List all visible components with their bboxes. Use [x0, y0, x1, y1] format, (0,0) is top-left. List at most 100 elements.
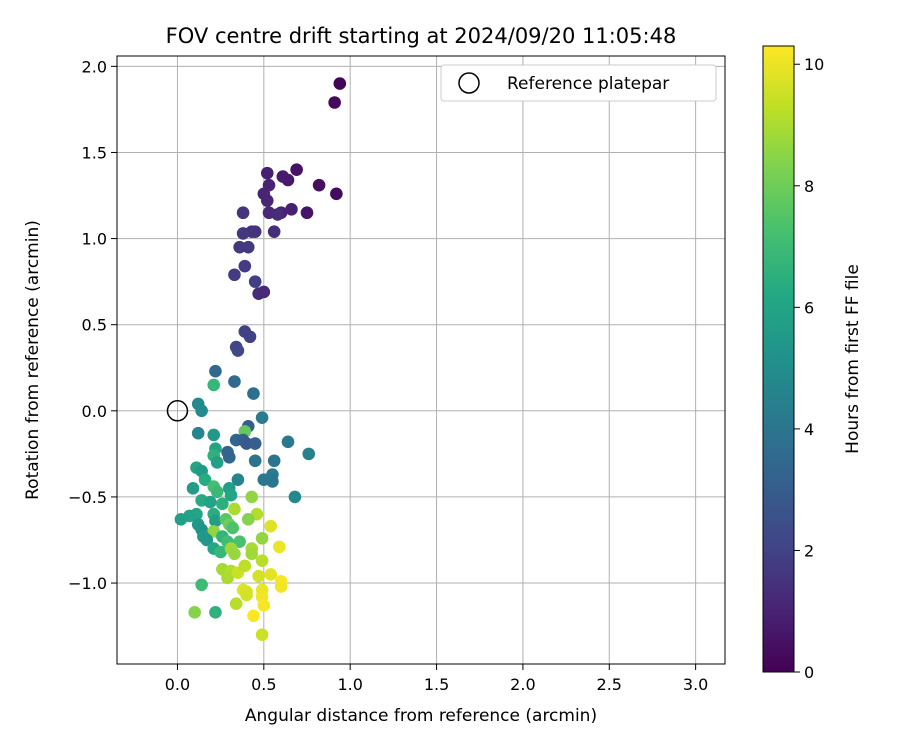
data-point — [214, 545, 227, 559]
data-point — [247, 387, 260, 400]
x-tick-label: 0.0 — [165, 675, 190, 694]
data-point — [274, 580, 288, 593]
data-point — [330, 187, 343, 201]
data-point — [236, 206, 250, 220]
data-point — [300, 206, 314, 220]
data-point — [198, 473, 212, 487]
data-point — [257, 599, 271, 612]
data-point — [203, 495, 217, 509]
data-points — [174, 77, 347, 642]
data-point — [229, 597, 243, 611]
data-point — [224, 488, 238, 502]
data-point — [252, 569, 265, 583]
chart-title: FOV centre drift starting at 2024/09/20 … — [166, 24, 677, 48]
colorbar-tick-label: 6 — [804, 298, 814, 317]
data-point — [228, 268, 241, 282]
x-tick-label: 1.5 — [424, 675, 449, 694]
data-point — [241, 513, 255, 526]
y-tick-label: 2.0 — [82, 57, 107, 76]
data-point — [260, 166, 274, 180]
data-point — [257, 285, 271, 299]
data-point — [243, 330, 257, 344]
data-point — [267, 454, 281, 468]
colorbar-tick-label: 10 — [804, 55, 824, 74]
x-axis-label: Angular distance from reference (arcmin) — [245, 706, 597, 726]
plot-frame — [116, 55, 726, 665]
data-point — [302, 447, 316, 461]
data-point — [247, 609, 260, 623]
data-point — [200, 533, 214, 547]
data-point — [174, 513, 188, 526]
x-axis-ticks: 0.0 0.5 1.0 1.5 2.0 2.5 3.0 — [165, 664, 708, 694]
data-point — [240, 588, 253, 602]
grid-lines — [117, 56, 725, 664]
colorbar-label: Hours from first FF file — [843, 264, 863, 454]
data-point — [290, 163, 303, 176]
data-point — [271, 208, 284, 221]
data-point — [276, 170, 290, 183]
data-point — [238, 259, 252, 273]
data-point — [195, 404, 208, 418]
x-tick-label: 2.5 — [597, 675, 622, 694]
data-point — [233, 240, 246, 254]
y-tick-label: −0.5 — [68, 488, 107, 507]
colorbar-tick-label: 8 — [804, 177, 814, 196]
y-axis-ticks: −1.0 −0.5 0.0 0.5 1.0 1.5 2.0 — [68, 57, 117, 593]
data-point — [255, 531, 269, 545]
data-point — [207, 428, 221, 442]
data-point — [255, 411, 269, 424]
data-point — [312, 178, 326, 192]
data-point — [222, 451, 236, 464]
data-point — [267, 225, 281, 238]
legend: Reference platepar — [440, 64, 717, 102]
data-point — [216, 497, 229, 511]
y-axis-label: Rotation from reference (arcmin) — [23, 220, 43, 500]
legend-label: Reference platepar — [507, 74, 669, 94]
colorbar-tick-label: 0 — [804, 663, 814, 682]
data-point — [231, 473, 245, 487]
data-point — [264, 568, 278, 581]
x-tick-label: 2.0 — [510, 675, 535, 694]
data-point — [228, 502, 241, 516]
data-point — [285, 202, 298, 216]
y-tick-label: 1.5 — [82, 143, 107, 162]
data-point — [266, 475, 279, 488]
y-tick-label: −1.0 — [68, 574, 107, 593]
colorbar — [762, 45, 795, 673]
data-point — [236, 227, 250, 240]
data-point — [240, 437, 253, 450]
data-point — [245, 547, 259, 561]
data-point — [186, 482, 200, 495]
data-point — [248, 437, 262, 450]
data-point — [264, 519, 278, 533]
data-point — [221, 571, 234, 585]
data-point — [210, 456, 224, 469]
data-point — [209, 514, 222, 528]
legend-marker-circle-icon — [458, 72, 480, 94]
colorbar-tick-label: 4 — [804, 420, 814, 439]
y-tick-label: 1.0 — [82, 230, 107, 249]
reference-point — [166, 400, 189, 422]
data-point — [245, 490, 259, 504]
x-tick-label: 0.5 — [251, 675, 276, 694]
y-tick-label: 0.5 — [82, 316, 107, 335]
data-point — [210, 485, 224, 499]
data-point — [238, 559, 252, 573]
data-point — [228, 375, 241, 388]
data-point — [248, 454, 262, 468]
data-point — [195, 578, 208, 592]
data-point — [248, 275, 262, 288]
colorbar-tick-label: 2 — [804, 541, 814, 560]
data-point — [226, 521, 240, 535]
data-point — [241, 240, 255, 254]
data-point — [333, 77, 347, 90]
data-point — [209, 364, 222, 378]
x-tick-label: 3.0 — [683, 675, 708, 694]
data-point — [233, 535, 246, 549]
data-point — [231, 344, 245, 357]
data-point — [328, 96, 341, 109]
data-point — [273, 540, 286, 554]
y-tick-label: 0.0 — [82, 402, 107, 421]
data-point — [255, 554, 269, 567]
